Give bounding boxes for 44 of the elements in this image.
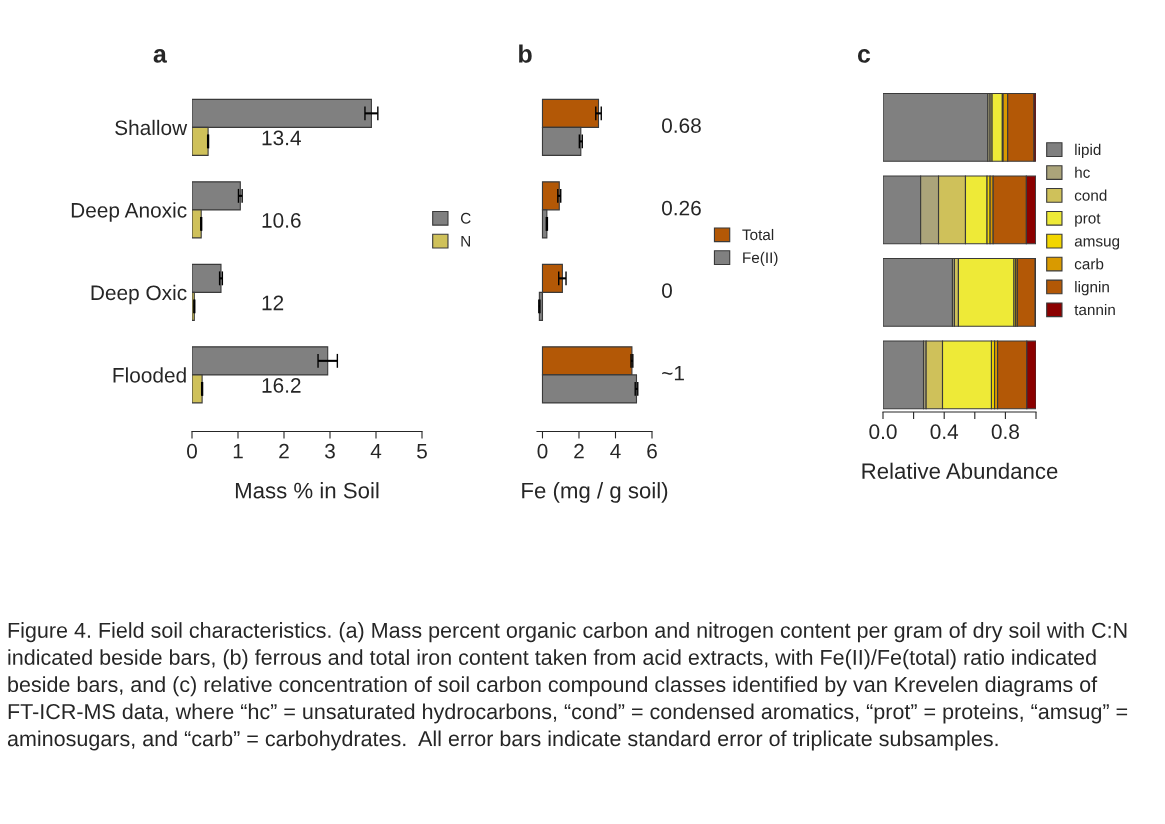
x-axis-title: Mass % in Soil <box>235 482 379 499</box>
caption: Figure 4. Field soil characteristics. (a) Mass percent organic carbon and nitrogen content per gram of dry soil with C:N indicated beside bars, (b) ferrous and total iron content taken from acid extracts, with Fe(II)/Fe(total) ratio indicated beside bars, and (c) relative concentration of soil carbon compound classes identified by van Krevelen diagrams of FT-ICR-MS data, where “hc” = unsaturated hydrocarbons, “cond” = condensed aromatics, “prot” = proteins, “amsug” = aminosugars, and “carb” = carbohydrates. All error bars indicate standard error of triplicate subsamples. <box>7 622 1128 751</box>
legend-label: carb <box>1074 258 1104 270</box>
y-tick-label: Deep Oxic <box>91 284 187 305</box>
chart-title: b <box>519 44 532 63</box>
annotation: 10.6 <box>262 213 301 228</box>
legend-label: tannin <box>1074 303 1115 316</box>
legend-label: prot <box>1075 213 1101 227</box>
x-tick-label: 2 <box>574 443 584 459</box>
x-tick-label: 4 <box>370 444 382 459</box>
x-tick-label: 3 <box>325 443 335 459</box>
legend-label: hc <box>1075 166 1090 178</box>
text: 0.26 <box>662 200 701 216</box>
legend-label: C <box>460 212 471 224</box>
x-tick-label: 0 <box>187 443 197 459</box>
y-tick-label: Deep Anoxic <box>71 202 187 222</box>
legend-label: Fe(II) <box>743 251 778 267</box>
legend-label: Total <box>742 228 774 241</box>
x-tick-label: 4 <box>610 444 621 459</box>
x-axis-title: Fe (mg / g soil) <box>522 482 668 503</box>
annotation: 13.4 <box>262 130 301 146</box>
y-tick-label: Flooded <box>113 367 186 383</box>
legend-label: N <box>461 235 470 247</box>
x-tick-label: 1 <box>233 444 243 459</box>
legend-label: amsug <box>1074 238 1120 250</box>
text: 0 <box>662 283 672 298</box>
chart-title: a <box>153 49 167 63</box>
text: ~1 <box>662 365 684 381</box>
x-tick-label: 0.4 <box>930 424 959 440</box>
legend-label: cond <box>1074 189 1107 201</box>
x-tick-label: 0 <box>537 443 548 459</box>
x-tick-label: 5 <box>417 444 427 459</box>
legend-label: lignin <box>1075 281 1109 296</box>
x-tick-label: 0.8 <box>991 424 1019 440</box>
annotation: 12 <box>262 295 284 311</box>
chart-title: c <box>857 49 871 63</box>
x-tick-label: 0.0 <box>869 424 897 440</box>
text: 0.68 <box>662 118 701 133</box>
y-tick-label: Shallow <box>115 119 188 136</box>
legend-label: lipid <box>1075 143 1101 159</box>
x-axis-title: Relative Abundance <box>862 462 1058 479</box>
annotation: 16.2 <box>262 378 301 393</box>
x-tick-label: 6 <box>647 443 657 459</box>
x-tick-label: 2 <box>279 443 289 459</box>
